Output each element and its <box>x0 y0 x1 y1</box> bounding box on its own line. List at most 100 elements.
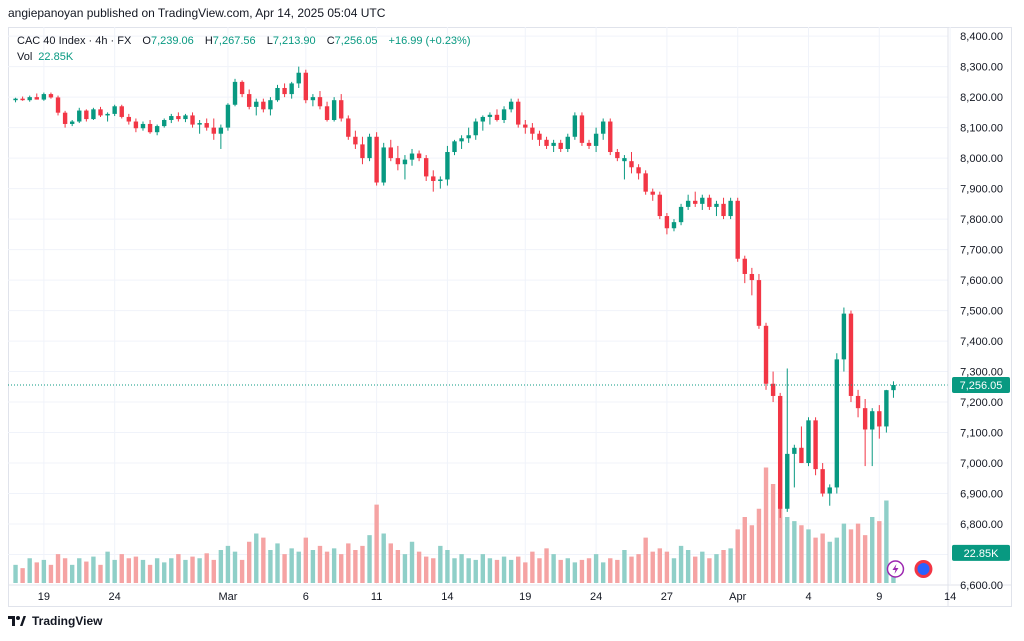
volume-bar <box>98 564 103 583</box>
volume-bar <box>770 484 776 583</box>
candle-body <box>77 110 82 122</box>
candle-body <box>20 98 25 101</box>
volume-bar <box>367 535 372 583</box>
candle-body <box>466 135 471 139</box>
candle-body <box>530 127 535 134</box>
price-tick-label: 6,900.00 <box>960 489 1003 501</box>
volume-bar <box>862 535 868 583</box>
last-price-tag: 7,256.05 <box>960 380 1003 392</box>
candle-body <box>827 487 832 494</box>
close-value: 7,256.05 <box>334 35 378 47</box>
volume-bar <box>261 537 266 583</box>
grid-lines <box>8 27 1012 586</box>
candle-body <box>339 100 344 119</box>
time-axis[interactable]: 19 24 Mar 6 11 14 19 24 27 Apr 4 9 14 <box>38 591 956 603</box>
candle-body <box>282 87 287 95</box>
candle-body <box>459 138 464 142</box>
high-label: H <box>204 35 213 47</box>
volume-bar <box>254 533 259 583</box>
volume-bar <box>501 556 507 583</box>
price-axis[interactable]: 8,400.00 8,300.00 8,200.00 8,100.00 8,000.00… <box>947 27 1010 607</box>
price-candles <box>13 66 896 518</box>
volume-tag-bg <box>952 544 1010 561</box>
candle-body <box>862 408 868 430</box>
open-label: O <box>142 35 151 47</box>
volume-bar <box>339 554 344 583</box>
candle-body <box>91 109 96 120</box>
candle-body <box>806 420 811 464</box>
candle-body <box>579 115 585 143</box>
volume-bar <box>487 558 493 583</box>
volume-bar <box>431 558 436 583</box>
volume-bar <box>685 550 691 583</box>
price-tick-label: 7,500.00 <box>960 306 1003 318</box>
volume-bar <box>600 562 606 583</box>
chart-legend: CAC 40 Index · 4h · FX O7,239.06 H7,267.… <box>17 33 471 65</box>
volume-bar <box>360 545 365 583</box>
candle-body <box>877 411 882 427</box>
volume-bar <box>268 550 273 583</box>
low-value: 7,213.90 <box>272 35 316 47</box>
volume-bar <box>608 558 613 583</box>
candle-body <box>395 158 401 165</box>
volume-bar <box>728 548 733 583</box>
volume-bar <box>77 558 82 583</box>
volume-bar <box>721 550 726 583</box>
candle-body <box>416 153 422 159</box>
volume-bar <box>622 550 627 583</box>
price-tick-label: 7,300.00 <box>960 367 1003 379</box>
volume-bar <box>650 551 655 583</box>
candle-body <box>324 106 330 120</box>
volume-bar <box>140 559 146 583</box>
volume-label[interactable]: Vol <box>17 51 33 63</box>
candle-body <box>600 121 606 134</box>
price-tick-label: 8,000.00 <box>960 153 1003 165</box>
candle-body <box>508 101 514 110</box>
candle-body <box>749 273 755 281</box>
candle-body <box>870 411 875 430</box>
volume-bar <box>55 554 61 583</box>
price-tick-label: 8,400.00 <box>960 31 1003 43</box>
volume-bar <box>34 562 39 583</box>
candlestick-chart[interactable]: 8,400.00 8,300.00 8,200.00 8,100.00 8,000.00… <box>8 27 1012 607</box>
footer-brand[interactable]: TradingView <box>8 614 102 628</box>
candle-body <box>494 114 500 120</box>
time-tick-label: 24 <box>590 591 602 603</box>
candle-body <box>374 136 379 183</box>
volume-bar <box>700 551 705 583</box>
volume-bar <box>792 521 797 583</box>
volume-bar <box>353 550 358 583</box>
candle-body <box>445 152 450 180</box>
volume-bar <box>530 551 535 583</box>
price-tick-label: 7,700.00 <box>960 245 1003 257</box>
candle-body <box>41 94 47 100</box>
volume-bar <box>827 541 832 583</box>
candle-body <box>346 118 351 137</box>
time-tick-label: 14 <box>944 591 956 603</box>
volume-bar <box>523 562 528 583</box>
volume-bar <box>409 541 415 583</box>
volume-bar <box>346 543 351 583</box>
volume-bar <box>445 550 450 583</box>
candle-body <box>785 453 790 509</box>
high-value: 7,267.56 <box>212 35 256 47</box>
candle-body <box>310 97 316 101</box>
candle-body <box>891 384 896 391</box>
candle-body <box>360 144 365 159</box>
volume-bar <box>169 558 174 583</box>
candle-body <box>353 136 358 145</box>
volume-bar <box>671 558 677 583</box>
price-tick-label: 7,900.00 <box>960 184 1003 196</box>
candle-body <box>572 115 578 137</box>
volume-bar <box>211 559 216 583</box>
volume-bar <box>841 523 847 583</box>
candle-body <box>140 123 146 129</box>
published-by-line: angiepanoyan published on TradingView.co… <box>8 6 386 20</box>
time-tick-label: 9 <box>876 591 882 603</box>
price-tick-label: 6,800.00 <box>960 519 1003 531</box>
candle-body <box>147 123 153 133</box>
candle-body <box>197 123 202 125</box>
volume-bar <box>806 529 811 583</box>
candle-body <box>261 101 266 110</box>
symbol-label[interactable]: CAC 40 Index · 4h · FX <box>17 35 132 47</box>
